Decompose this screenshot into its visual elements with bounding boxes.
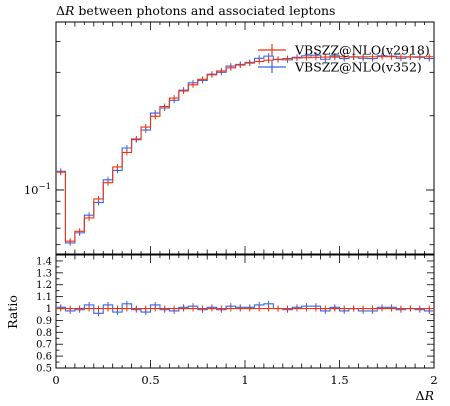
ratio-y-tick-label: 1.3 [36, 268, 52, 279]
legend-label: VBSZZ@NLO(v352) [294, 60, 422, 75]
ratio-series [56, 300, 434, 317]
ratio-y-tick-label: 1.2 [36, 280, 52, 291]
ratio-y-tick-label: 1.1 [36, 292, 52, 303]
legend: VBSZZ@NLO(v2918) VBSZZ@NLO(v352) [258, 43, 430, 75]
ratio-y-tick-label: 1 [46, 304, 52, 315]
main-series [56, 52, 434, 246]
x-tick-label: 0.5 [141, 373, 159, 387]
legend-label: VBSZZ@NLO(v2918) [294, 43, 430, 58]
ratio-y-tick-label: 0.7 [36, 340, 52, 351]
ratio-y-tick-label: 0.9 [36, 316, 52, 327]
main-plot: 10−1 [24, 21, 435, 255]
series-v352-line [56, 54, 434, 244]
ratio-y-tick-label: 1.4 [36, 256, 52, 267]
ratio-y-tick-label: 0.8 [36, 328, 52, 339]
series-v2918-line [56, 56, 434, 242]
legend-item: VBSZZ@NLO(v352) [258, 60, 422, 75]
legend-item: VBSZZ@NLO(v2918) [258, 43, 430, 58]
chart-title: ΔR between photons and associated lepton… [56, 3, 335, 18]
ratio-y-axis-label: Ratio [5, 295, 20, 329]
ratio-y-tick-label: 0.5 [36, 364, 52, 375]
x-tick-label: 1.5 [330, 373, 348, 387]
y-tick-label: 10−1 [24, 182, 51, 197]
ratio-y-tick-label: 0.6 [36, 352, 52, 363]
ratio-plot: 0 0.5 1 1.5 20.50.60.70.80.911.11.21.31.4 [36, 254, 438, 387]
x-tick-label: 1 [241, 373, 248, 387]
x-tick-label: 2 [430, 373, 437, 387]
x-axis-label: ΔR [416, 388, 434, 403]
x-tick-label: 0 [52, 373, 59, 387]
